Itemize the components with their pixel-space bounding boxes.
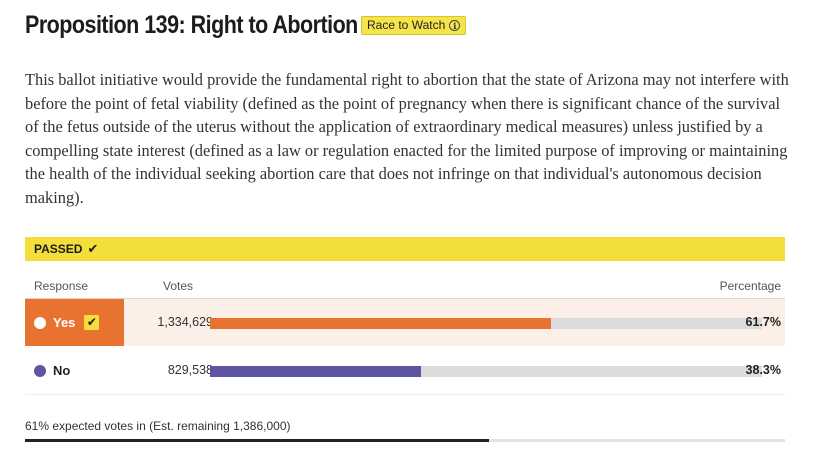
column-header-percentage: Percentage (719, 279, 781, 293)
votes-value: 1,334,629 (157, 315, 213, 329)
check-icon: ✔ (87, 241, 99, 256)
column-header-votes: Votes (163, 279, 194, 293)
page-title: Proposition 139: Right to Abortion (25, 10, 358, 39)
yes-color-dot (34, 316, 46, 329)
percentage-value: 38.3% (745, 363, 781, 377)
no-color-dot (34, 364, 46, 377)
response-cell: Yes ✔ (25, 299, 124, 346)
ballot-description: This ballot initiative would provide the… (25, 70, 789, 207)
percentage-value: 61.7% (745, 315, 781, 329)
winner-check-icon: ✔ (84, 315, 100, 330)
status-bar: PASSED ✔ (25, 237, 785, 261)
table-row-no: No 829,538 38.3% (25, 347, 785, 395)
vote-share-bar-yes (210, 318, 551, 329)
response-label: Yes (53, 315, 76, 330)
expected-votes-progress (25, 439, 785, 442)
results-table-header: Response Votes Percentage (25, 272, 785, 299)
votes-value: 829,538 (167, 363, 213, 377)
race-to-watch-badge[interactable]: Race to Watch i (361, 16, 467, 35)
vote-share-bar-no (210, 366, 422, 377)
response-cell: No (25, 347, 124, 394)
vote-share-bar-track (210, 366, 762, 377)
info-icon[interactable]: i (449, 20, 461, 31)
expected-votes-progress-fill (25, 439, 489, 442)
status-label: PASSED (34, 242, 83, 256)
expected-votes-note: 61% expected votes in (Est. remaining 1,… (25, 419, 291, 433)
vote-share-bar-track (210, 318, 762, 329)
table-row-yes: Yes ✔ 1,334,629 61.7% (25, 299, 785, 346)
response-label: No (53, 363, 71, 378)
title-row: Proposition 139: Right to Abortion (25, 8, 412, 42)
column-header-response: Response (34, 279, 89, 293)
badge-label: Race to Watch (367, 18, 446, 32)
